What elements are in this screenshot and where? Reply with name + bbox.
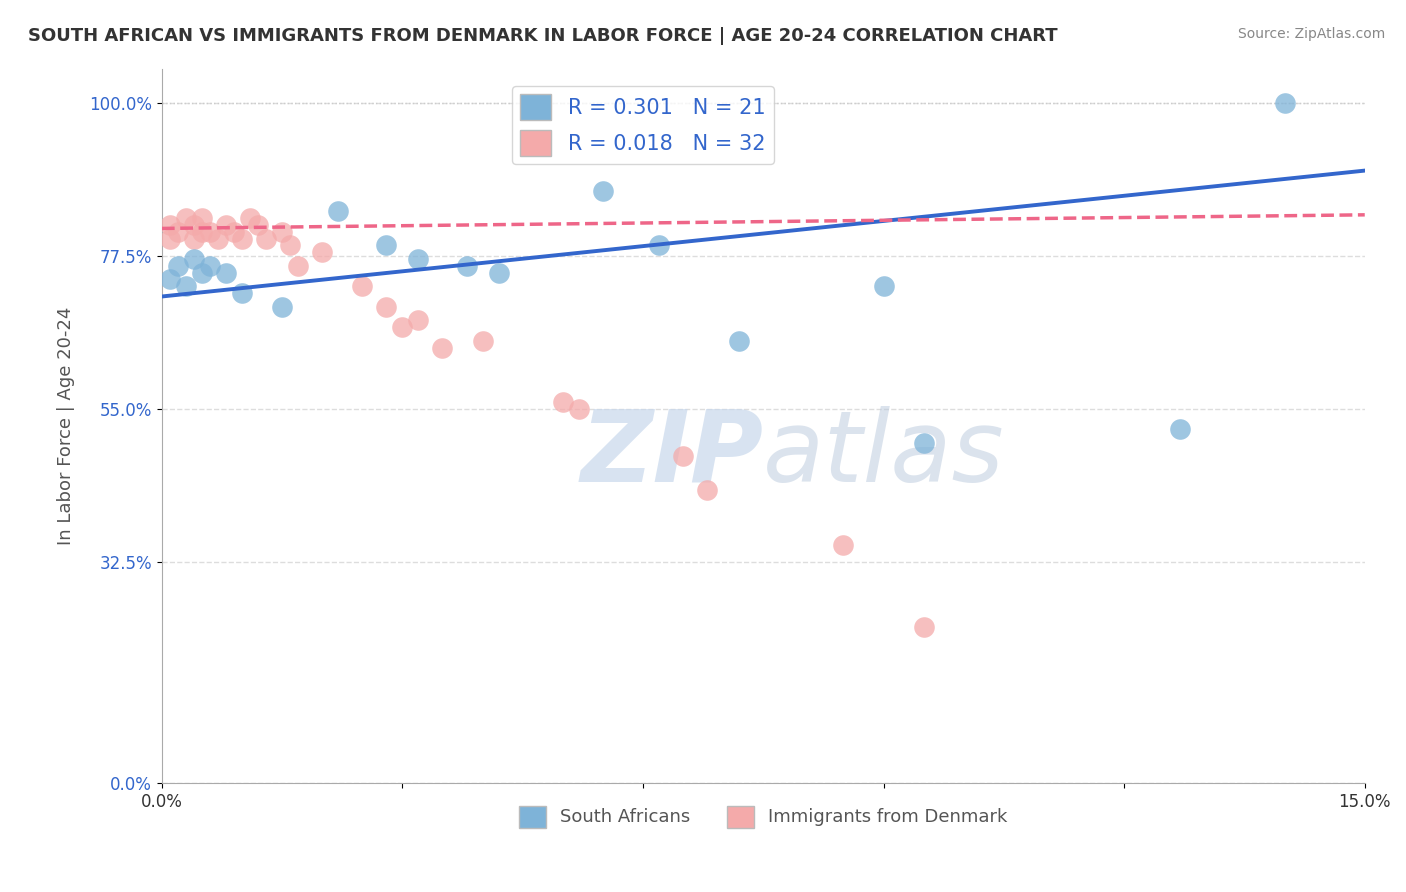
- Point: [159, 218, 181, 232]
- Point: [278, 238, 301, 252]
- Point: [159, 272, 181, 286]
- Point: [215, 266, 238, 280]
- Point: [375, 300, 398, 314]
- Point: [696, 483, 718, 498]
- Point: [488, 266, 510, 280]
- Point: [408, 252, 430, 266]
- Text: Source: ZipAtlas.com: Source: ZipAtlas.com: [1237, 27, 1385, 41]
- Point: [592, 184, 614, 198]
- Point: [912, 619, 935, 633]
- Point: [191, 211, 214, 226]
- Text: atlas: atlas: [763, 406, 1005, 503]
- Point: [311, 245, 333, 260]
- Point: [728, 334, 751, 348]
- Point: [912, 435, 935, 450]
- Point: [198, 225, 221, 239]
- Point: [672, 450, 695, 464]
- Text: SOUTH AFRICAN VS IMMIGRANTS FROM DENMARK IN LABOR FORCE | AGE 20-24 CORRELATION : SOUTH AFRICAN VS IMMIGRANTS FROM DENMARK…: [28, 27, 1057, 45]
- Point: [648, 238, 671, 252]
- Point: [287, 259, 309, 273]
- Point: [352, 279, 374, 293]
- Point: [183, 218, 205, 232]
- Point: [239, 211, 262, 226]
- Point: [231, 286, 253, 301]
- Text: ZIP: ZIP: [581, 406, 763, 503]
- Point: [1274, 95, 1296, 110]
- Point: [328, 204, 350, 219]
- Point: [551, 395, 574, 409]
- Point: [391, 320, 413, 334]
- Point: [191, 225, 214, 239]
- Point: [375, 238, 398, 252]
- Point: [271, 225, 294, 239]
- Point: [215, 218, 238, 232]
- Point: [1168, 422, 1191, 436]
- Point: [408, 313, 430, 327]
- Point: [872, 279, 894, 293]
- Point: [222, 225, 245, 239]
- Point: [271, 300, 294, 314]
- Point: [247, 218, 270, 232]
- Point: [166, 225, 188, 239]
- Point: [832, 538, 855, 552]
- Legend: South Africans, Immigrants from Denmark: South Africans, Immigrants from Denmark: [512, 798, 1015, 835]
- Point: [159, 232, 181, 246]
- Point: [471, 334, 494, 348]
- Point: [166, 259, 188, 273]
- Point: [231, 232, 253, 246]
- Point: [432, 341, 454, 355]
- Point: [568, 401, 591, 416]
- Point: [254, 232, 277, 246]
- Point: [191, 266, 214, 280]
- Point: [183, 252, 205, 266]
- Y-axis label: In Labor Force | Age 20-24: In Labor Force | Age 20-24: [58, 307, 75, 545]
- Point: [183, 232, 205, 246]
- Point: [174, 211, 197, 226]
- Point: [198, 259, 221, 273]
- Point: [207, 232, 229, 246]
- Point: [456, 259, 478, 273]
- Point: [174, 279, 197, 293]
